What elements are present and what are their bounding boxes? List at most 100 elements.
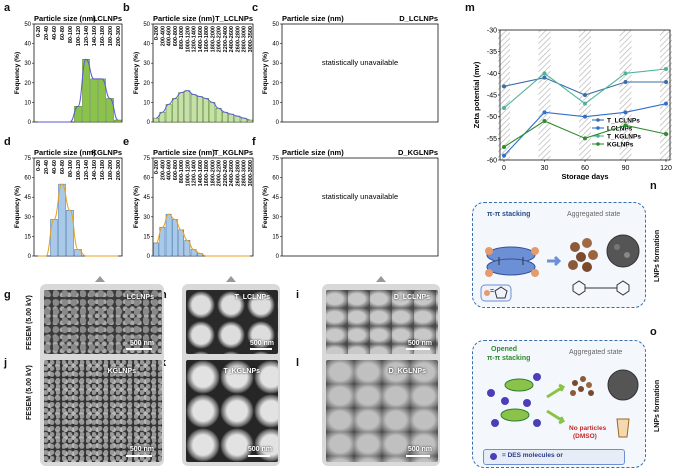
bin-label: 140-160 [92, 160, 98, 180]
y-tick-label: 45 [143, 195, 150, 201]
histogram-header: Particle size (nm) [282, 14, 344, 23]
histogram-t-kglnps: Particle size (nm) T_KGLNPs Fequency (%) 0 1… [133, 148, 254, 260]
data-point [542, 71, 547, 76]
y-tick-label: 20 [143, 81, 150, 87]
scale-bar [406, 455, 430, 457]
histogram-y-label: Fequency (%) [133, 52, 140, 94]
histogram-tag: D_KGLNPs [398, 148, 438, 157]
fit-curve [37, 58, 119, 123]
bin-label: 120-140 [84, 160, 90, 180]
sem-image-d-kglnps: D_KGLNPs 500 nm [326, 360, 438, 462]
panel-label-a: a [4, 2, 11, 14]
no-particles-label: No particles [569, 425, 607, 432]
bin-label: 1600-1800 [204, 160, 210, 186]
bin-label: 600-800 [173, 160, 179, 180]
y-tick-label: 0 [147, 120, 151, 126]
y-tick-label: 10 [272, 100, 279, 106]
bin-label: 60-80 [60, 26, 66, 40]
panel-label-e: e [123, 136, 130, 148]
histogram-d-lclnps: Particle size (nm) D_LCLNPs Fequency (%) 0 1… [262, 14, 439, 126]
histogram-tag: D_LCLNPs [399, 14, 438, 23]
sem-label: KGLNPs [107, 368, 136, 375]
panel-label-o: o [650, 326, 657, 338]
scale-bar-label: 500 nm [249, 340, 274, 347]
histogram-bar [234, 115, 241, 123]
bin-label: 180-200 [108, 160, 114, 180]
bin-label: 1400-1600 [198, 26, 204, 52]
histogram-bar [190, 94, 197, 123]
scheme-n-illustration [480, 234, 640, 302]
bin-label: 2400-2600 [229, 26, 235, 52]
x-tick-label: 120 [660, 165, 672, 172]
sem-image-lclnps: LCLNPs 500 nm [44, 290, 162, 354]
legend-label: T_LCLNPs [607, 118, 640, 125]
sem-image-t-lclnps: T_LCLNPs 500 nm [186, 290, 278, 354]
y-tick-label: -40 [487, 71, 497, 78]
bin-label: 1000-1200 [185, 26, 191, 52]
y-tick-label: 75 [143, 156, 150, 162]
sem-image-d-lclnps: D_LCLNPs 500 nm [326, 290, 438, 354]
bin-label: 800-1000 [179, 26, 185, 49]
bin-label: 160-180 [100, 26, 106, 46]
y-tick-label: 10 [24, 100, 31, 106]
y-tick-label: 60 [143, 176, 150, 182]
y-tick-label: 30 [272, 61, 279, 67]
y-tick-label: 30 [24, 215, 31, 221]
y-tick-label: 15 [272, 234, 279, 240]
data-point [542, 75, 547, 80]
scale-bar-label: 500 nm [407, 446, 432, 453]
y-tick-label: 45 [272, 195, 279, 201]
data-point [623, 80, 628, 84]
panel-label-f: f [252, 136, 256, 148]
scheme-n-side-label: LNPs formation [654, 229, 661, 282]
bin-label: 2800-3000 [242, 160, 248, 186]
data-point [502, 153, 506, 158]
bin-label: 1000-1200 [185, 160, 191, 186]
histogram-bar [178, 92, 184, 123]
aggregated-state-label: Aggregated state [567, 211, 621, 218]
hatched-band [498, 30, 510, 160]
bin-label: 0-200 [154, 160, 160, 174]
histogram-bar [90, 78, 98, 123]
hatched-band [619, 30, 632, 160]
bin-label: 200-400 [160, 160, 166, 180]
y-tick-label: 75 [272, 156, 279, 162]
histogram-bar [172, 98, 178, 123]
pi-stacking-label: π-π stacking [487, 355, 531, 362]
statistically-unavailable-text: statistically unavailable [322, 58, 398, 67]
sem-label: D_KGLNPs [388, 368, 426, 375]
bin-label: 1800-2000 [210, 26, 216, 52]
bin-label: 20-40 [44, 160, 50, 174]
legend-marker [596, 142, 600, 146]
histogram-bar [197, 96, 203, 123]
y-tick-label: -30 [487, 28, 497, 35]
data-point [502, 106, 506, 110]
statistically-unavailable-text: statistically unavailable [322, 192, 398, 201]
histogram-frame [152, 23, 254, 123]
histogram-bar [153, 117, 159, 123]
histogram-y-label: Fequency (%) [133, 186, 140, 228]
histogram-bar [203, 98, 209, 123]
bin-label: 200-300 [116, 160, 122, 180]
bin-label: 80-100 [68, 26, 74, 43]
sem-label: T_LCLNPs [234, 294, 270, 301]
y-tick-label: 30 [143, 61, 150, 67]
aggregated-state-label: Aggregated state [569, 349, 623, 356]
histogram-header: Particle size (nm) [34, 148, 96, 157]
scheme-o-illustration [487, 369, 639, 438]
panel-label-i: i [296, 289, 300, 301]
bin-label: 40-60 [52, 160, 58, 174]
data-point [623, 123, 628, 128]
sem-axis-label-bottom: FESEM (5.00 kV) [26, 365, 33, 420]
bin-label: 2600-2800 [235, 160, 241, 186]
bin-label: 1800-2000 [210, 160, 216, 186]
scale-bar-label: 500 nm [247, 446, 272, 453]
scheme-n-equals: = [490, 288, 495, 295]
y-tick-label: 60 [272, 176, 279, 182]
des-legend: = DES molecules or [483, 449, 625, 465]
histogram-tag: T_LCLNPs [215, 14, 253, 23]
scheme-o-side-label: LNPs formation [654, 379, 661, 432]
bin-label: 60-80 [60, 160, 66, 174]
histogram-frame [281, 157, 439, 257]
panel-label-l: l [296, 357, 300, 369]
